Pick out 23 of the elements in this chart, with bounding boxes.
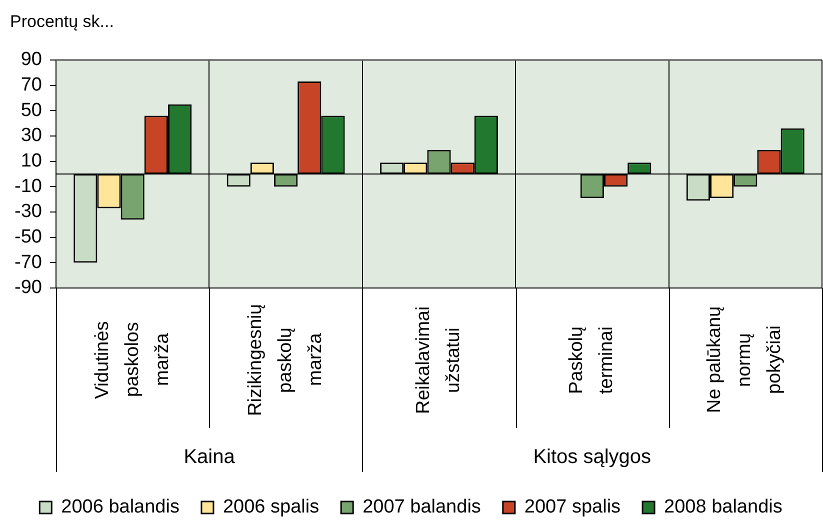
y-tick-label: 30 — [20, 125, 42, 146]
y-axis-title: Procentų sk... — [10, 12, 114, 32]
text: Kaina — [184, 445, 235, 469]
x-tick-label: Reikalavimai užstatui — [412, 305, 465, 416]
y-tick-label: 70 — [20, 74, 42, 96]
legend-label: 2006 spalis — [222, 496, 320, 518]
legend-label: 2007 spalis — [524, 496, 621, 518]
y-tick-label: -10 — [14, 176, 42, 197]
y-tick-label: -70 — [14, 252, 42, 273]
y-tick-label: 50 — [20, 100, 42, 121]
y-tick-label: 10 — [20, 150, 42, 172]
legend-label: 2006 balandis — [61, 496, 180, 518]
legend-label: 2008 balandis — [664, 496, 782, 518]
y-tick-label: -90 — [14, 277, 42, 298]
x-tick-label: Rizikingesnių paskolų marža — [244, 303, 327, 418]
legend-label: 2007 balandis — [362, 496, 481, 518]
y-tick-label: 90 — [20, 49, 42, 70]
y-tick-label: -50 — [14, 226, 42, 248]
text: Kitos sąlygos — [533, 445, 652, 469]
x-tick-label: Ne palūkanų normų pokyčiai — [703, 306, 786, 416]
x-tick-label: Vidutinės paskolos marža — [90, 320, 174, 401]
y-tick-label: -30 — [14, 201, 42, 222]
x-tick-label: Paskolų terminai — [565, 325, 618, 396]
